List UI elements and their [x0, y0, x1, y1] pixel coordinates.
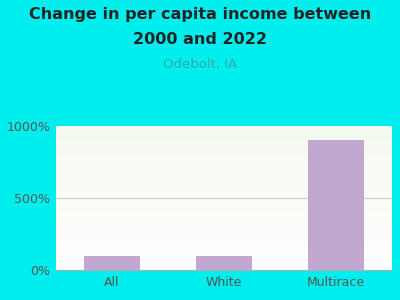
Bar	[308, 140, 364, 270]
Text: Odebolt, IA: Odebolt, IA	[163, 58, 237, 71]
Bar	[84, 256, 140, 270]
Text: 2000 and 2022: 2000 and 2022	[133, 32, 267, 46]
Text: Change in per capita income between: Change in per capita income between	[29, 8, 371, 22]
Bar	[196, 256, 252, 270]
